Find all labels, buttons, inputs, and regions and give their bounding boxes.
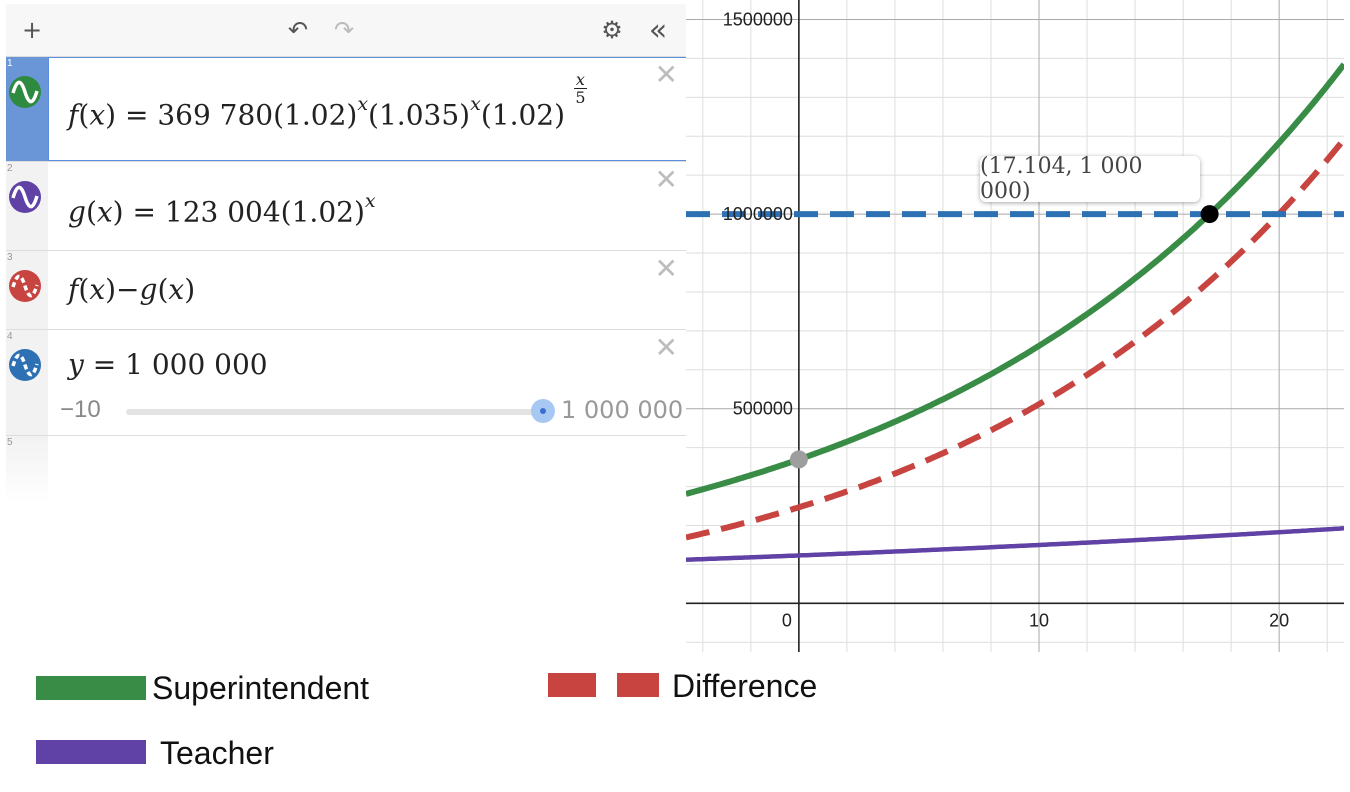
tick-labels: 0 10 20 500000 1000000 1500000	[723, 9, 1289, 630]
expression-math-4[interactable]: y = 1 000 000	[68, 348, 268, 381]
expression-row-3[interactable]: 3 f(x)−g(x) ✕	[6, 251, 686, 330]
expression-row-2[interactable]: 2 g(x) = 123 004(1.02)x ✕	[6, 162, 686, 251]
base-1: 1.02	[291, 195, 354, 229]
legend-label-difference: Difference	[672, 668, 818, 704]
expression-number: 5	[7, 437, 13, 448]
expression-number: 3	[7, 252, 13, 263]
settings-button[interactable]: ⚙	[596, 14, 628, 46]
graph-toggle-icon[interactable]	[8, 269, 42, 303]
graph-toggle-icon[interactable]	[8, 180, 42, 214]
collapse-panel-button[interactable]: «	[642, 12, 674, 48]
function-variable: x	[89, 273, 106, 306]
minus-sign: −	[116, 273, 140, 306]
expression-number: 2	[7, 163, 13, 174]
exponent-fraction: x 5	[573, 70, 587, 107]
x-tick-label: 10	[1029, 610, 1049, 630]
y-tick-label: 1000000	[723, 204, 793, 224]
function-variable: x	[168, 273, 185, 306]
legend-label-teacher: Teacher	[160, 735, 274, 771]
expression-number: 1	[7, 58, 13, 69]
desmos-app: + ↶ ↷ ⚙ « 1 f(x) = 369 780(1.02)x(1.035)…	[6, 0, 1344, 652]
curve-teacher	[686, 526, 1344, 562]
expression-math-2[interactable]: g(x) = 123 004(1.02)x	[68, 190, 376, 229]
minor-gridlines	[686, 0, 1344, 652]
graph-canvas[interactable]: 0 10 20 500000 1000000 1500000	[686, 0, 1344, 652]
legend-swatch-teacher	[36, 740, 146, 764]
function-variable: x	[96, 195, 113, 229]
fraction-numerator: x	[573, 70, 587, 89]
expression-number: 4	[7, 331, 13, 342]
constant-value: 1 000 000	[125, 348, 268, 381]
coefficient: 369 780	[157, 98, 274, 132]
expression-math-3[interactable]: f(x)−g(x)	[68, 273, 196, 306]
delete-expression-button[interactable]: ✕	[654, 252, 678, 285]
function-name: f	[68, 273, 79, 306]
slider-handle[interactable]	[531, 399, 555, 423]
redo-icon: ↷	[333, 16, 355, 44]
expression-math-1[interactable]: f(x) = 369 780(1.02)x(1.035)x(1.02) x 5	[68, 70, 587, 132]
graph-background	[686, 0, 1344, 652]
expression-row-5[interactable]: 5	[6, 436, 686, 496]
delete-expression-button[interactable]: ✕	[654, 331, 678, 364]
y-tick-label: 500000	[733, 399, 793, 419]
function-name: g	[68, 195, 86, 229]
slider-min-label[interactable]: −10	[60, 396, 101, 423]
exponent: x	[364, 190, 376, 212]
slider-max-label[interactable]: 1 000 000	[561, 396, 684, 424]
base-3: 1.02	[491, 98, 555, 132]
equals-sign: =	[132, 195, 156, 229]
graph-point	[789, 450, 808, 469]
function-name: g	[139, 273, 158, 306]
expression-panel: + ↶ ↷ ⚙ « 1 f(x) = 369 780(1.02)x(1.035)…	[6, 4, 687, 504]
graph-toggle-icon[interactable]	[8, 75, 42, 109]
exponent-2: x	[470, 93, 481, 115]
plus-icon: +	[21, 16, 43, 44]
graph-point	[1200, 205, 1219, 224]
points	[789, 205, 1219, 469]
legend-swatch-difference-2	[617, 673, 659, 697]
fraction-denominator: 5	[575, 88, 586, 107]
add-expression-button[interactable]: +	[16, 14, 48, 46]
graph-toggle-icon[interactable]	[8, 348, 42, 382]
x-tick-label: 0	[782, 610, 792, 630]
double-chevron-left-icon: «	[648, 12, 668, 48]
y-tick-label: 1500000	[723, 9, 793, 29]
legend-label-superintendent: Superintendent	[152, 670, 370, 706]
equals-sign: =	[92, 348, 117, 381]
delete-expression-button[interactable]: ✕	[654, 163, 678, 196]
undo-icon: ↶	[287, 16, 309, 44]
axes	[686, 0, 1344, 652]
gear-icon: ⚙	[601, 16, 623, 44]
curve-difference	[686, 137, 1344, 541]
function-name: f	[68, 98, 79, 132]
redo-button[interactable]: ↷	[328, 14, 360, 46]
exponent-1: x	[357, 93, 369, 115]
delete-expression-button[interactable]: ✕	[654, 58, 678, 91]
x-tick-label: 20	[1269, 610, 1289, 630]
expression-row-4[interactable]: 4 y = 1 000 000 −10 1 000 000 ✕	[6, 330, 686, 436]
expression-row-1[interactable]: 1 f(x) = 369 780(1.02)x(1.035)x(1.02) x …	[6, 57, 687, 162]
legend-swatch-superintendent	[36, 676, 146, 700]
undo-button[interactable]: ↶	[282, 14, 314, 46]
expression-toolbar: + ↶ ↷ ⚙ «	[6, 4, 686, 57]
variable-y: y	[68, 348, 84, 381]
base-2: 1.035	[378, 98, 460, 132]
function-variable: x	[89, 98, 106, 132]
slider-track[interactable]	[126, 409, 544, 415]
legend-swatch-difference-1	[548, 673, 596, 697]
point-coordinate-label: (17.104, 1 000 000)	[980, 154, 1200, 204]
equals-sign: =	[124, 98, 149, 132]
active-row-indicator	[6, 57, 48, 161]
coefficient: 123 004	[164, 195, 281, 229]
base-1: 1.02	[284, 98, 347, 132]
